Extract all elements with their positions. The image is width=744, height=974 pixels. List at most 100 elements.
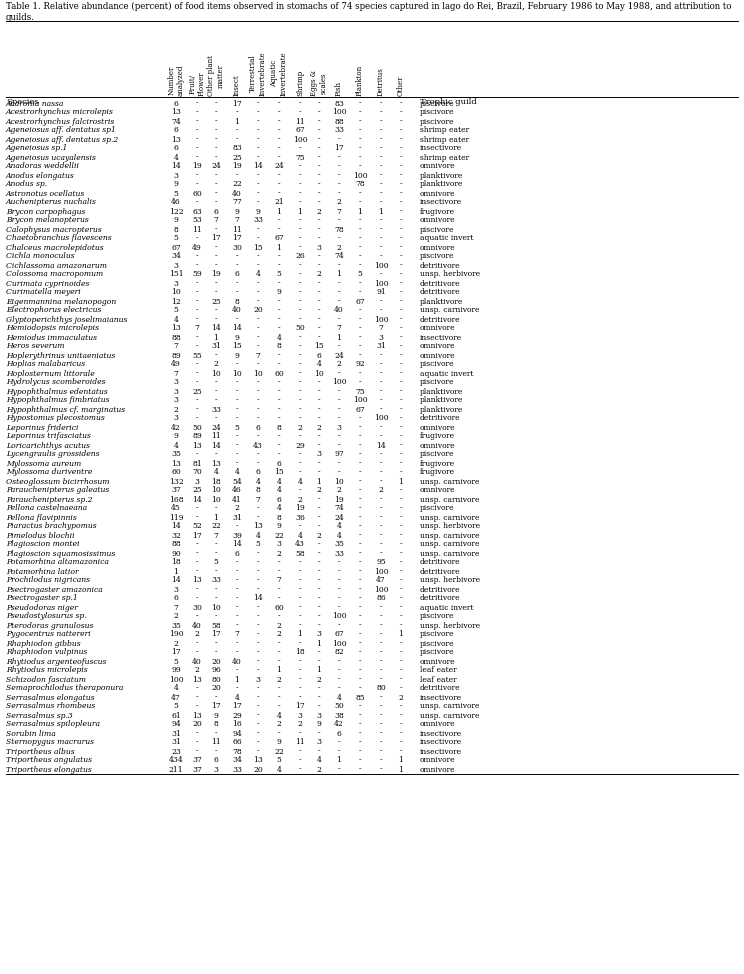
Text: -: - <box>400 604 403 612</box>
Text: omnivore: omnivore <box>420 163 455 170</box>
Text: -: - <box>318 252 321 260</box>
Text: 92: 92 <box>355 360 365 368</box>
Text: 2: 2 <box>195 630 199 639</box>
Text: 17: 17 <box>295 702 305 710</box>
Text: -: - <box>278 432 280 440</box>
Text: 11: 11 <box>295 738 305 746</box>
Text: 24: 24 <box>211 424 221 431</box>
Text: planktivore: planktivore <box>420 405 464 414</box>
Text: planktivore: planktivore <box>420 171 464 179</box>
Text: -: - <box>278 252 280 260</box>
Text: 86: 86 <box>376 594 386 603</box>
Text: -: - <box>379 118 382 126</box>
Text: -: - <box>379 460 382 468</box>
Text: -: - <box>215 352 217 359</box>
Text: -: - <box>236 522 238 531</box>
Text: -: - <box>257 154 260 162</box>
Text: 11: 11 <box>192 226 202 234</box>
Text: 4: 4 <box>298 477 303 485</box>
Text: 4: 4 <box>277 711 281 720</box>
Text: piscivore: piscivore <box>420 108 455 117</box>
Text: -: - <box>215 594 217 603</box>
Text: Sorubin lima: Sorubin lima <box>6 730 56 737</box>
Text: 7: 7 <box>173 369 179 378</box>
Text: -: - <box>278 379 280 387</box>
Text: Prochilodus nigricans: Prochilodus nigricans <box>6 577 90 584</box>
Text: 4: 4 <box>316 757 321 765</box>
Text: -: - <box>400 297 403 306</box>
Text: -: - <box>359 649 362 656</box>
Text: 3: 3 <box>316 738 321 746</box>
Text: omnivore: omnivore <box>420 424 455 431</box>
Text: Potamorhina latior: Potamorhina latior <box>6 568 79 576</box>
Text: -: - <box>400 496 403 504</box>
Text: -: - <box>379 199 382 206</box>
Text: Acestrorhynchus falcirostris: Acestrorhynchus falcirostris <box>6 118 115 126</box>
Text: -: - <box>318 568 321 576</box>
Text: 4: 4 <box>214 468 219 476</box>
Text: -: - <box>379 271 382 279</box>
Text: -: - <box>278 99 280 107</box>
Text: 1: 1 <box>234 676 240 684</box>
Text: -: - <box>298 766 301 773</box>
Text: detritivore: detritivore <box>420 261 461 270</box>
Text: 6: 6 <box>255 424 260 431</box>
Text: 77: 77 <box>232 199 242 206</box>
Text: -: - <box>338 468 340 476</box>
Text: 67: 67 <box>334 630 344 639</box>
Text: Acaronia nassa: Acaronia nassa <box>6 99 65 107</box>
Text: -: - <box>196 738 199 746</box>
Text: -: - <box>278 180 280 189</box>
Text: leaf eater: leaf eater <box>420 666 457 675</box>
Text: omnivore: omnivore <box>420 343 455 351</box>
Text: piscivore: piscivore <box>420 360 455 368</box>
Text: -: - <box>338 441 340 449</box>
Text: 31: 31 <box>171 730 181 737</box>
Text: -: - <box>400 558 403 567</box>
Text: 2: 2 <box>173 405 179 414</box>
Text: 11: 11 <box>295 118 305 126</box>
Text: 9: 9 <box>277 288 281 296</box>
Text: -: - <box>196 307 199 315</box>
Text: 1: 1 <box>214 513 219 521</box>
Text: -: - <box>379 163 382 170</box>
Text: -: - <box>257 396 260 404</box>
Text: -: - <box>236 613 238 620</box>
Text: Loricarichthys acutus: Loricarichthys acutus <box>6 441 90 449</box>
Text: Schizodon fasciatum: Schizodon fasciatum <box>6 676 86 684</box>
Text: Lycengraulis grossidens: Lycengraulis grossidens <box>6 451 100 459</box>
Text: -: - <box>278 657 280 665</box>
Text: -: - <box>400 154 403 162</box>
Text: 1: 1 <box>316 477 321 485</box>
Text: 100: 100 <box>332 379 346 387</box>
Text: -: - <box>278 144 280 153</box>
Text: Aquatic
Invertebrate: Aquatic Invertebrate <box>270 52 288 96</box>
Text: -: - <box>278 640 280 648</box>
Text: -: - <box>318 163 321 170</box>
Text: -: - <box>359 379 362 387</box>
Text: insectivore: insectivore <box>420 738 462 746</box>
Text: -: - <box>278 405 280 414</box>
Text: unsp. carnivore: unsp. carnivore <box>420 541 479 548</box>
Text: -: - <box>257 379 260 387</box>
Text: 67: 67 <box>295 127 305 134</box>
Text: -: - <box>298 594 301 603</box>
Text: 3: 3 <box>336 424 341 431</box>
Text: planktivore: planktivore <box>420 297 464 306</box>
Text: insectivore: insectivore <box>420 199 462 206</box>
Text: 434: 434 <box>169 757 183 765</box>
Text: -: - <box>257 558 260 567</box>
Text: Detritus: Detritus <box>377 67 385 96</box>
Text: 31: 31 <box>211 343 221 351</box>
Text: -: - <box>359 252 362 260</box>
Text: -: - <box>379 388 382 395</box>
Text: 168: 168 <box>169 496 183 504</box>
Text: aquatic invert: aquatic invert <box>420 235 473 243</box>
Text: -: - <box>257 280 260 287</box>
Text: omnivore: omnivore <box>420 657 455 665</box>
Text: 37: 37 <box>171 486 181 495</box>
Text: -: - <box>196 261 199 270</box>
Text: -: - <box>359 532 362 540</box>
Text: -: - <box>400 486 403 495</box>
Text: -: - <box>379 352 382 359</box>
